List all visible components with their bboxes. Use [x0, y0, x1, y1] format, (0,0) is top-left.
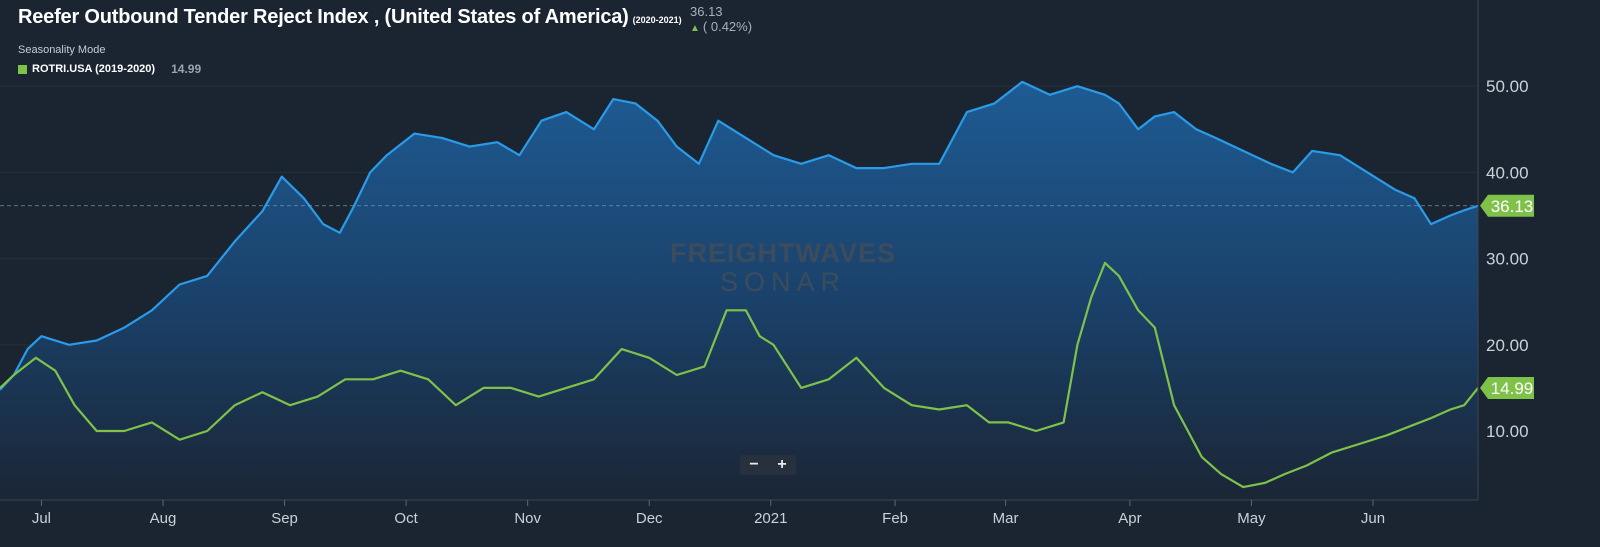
latest-value: 36.13 — [690, 4, 723, 19]
legend-item-seasonal[interactable]: ROTRI.USA (2019-2020) 14.99 — [18, 62, 201, 76]
seasonal-end-label: 14.99 — [1491, 379, 1534, 398]
y-tick-label: 10.00 — [1486, 422, 1529, 441]
legend-value: 14.99 — [171, 62, 202, 76]
x-tick-label: Mar — [993, 510, 1019, 527]
x-tick-label: Sep — [271, 510, 298, 527]
x-tick-label: Nov — [514, 510, 541, 527]
chart-title-range: (2020-2021) — [632, 15, 682, 25]
x-tick-label: Aug — [150, 510, 177, 527]
x-tick-label: May — [1237, 510, 1266, 527]
seasonal-series-line — [0, 261, 1479, 489]
zoom-out-button[interactable]: − — [749, 456, 759, 473]
y-tick-label: 20.00 — [1486, 336, 1529, 355]
primary-end-tag — [1480, 194, 1534, 217]
chart-title-group: Reefer Outbound Tender Reject Index , (U… — [18, 6, 682, 29]
y-tick-label: 40.00 — [1486, 163, 1529, 182]
x-tick-label: Feb — [882, 510, 908, 527]
chart-title: Reefer Outbound Tender Reject Index , (U… — [18, 6, 629, 28]
primary-series-line — [0, 80, 1479, 391]
x-tick-label: 2021 — [754, 510, 787, 527]
zoom-controls: − + — [740, 455, 796, 475]
primary-end-label: 36.13 — [1491, 197, 1534, 216]
x-tick-label: Jul — [32, 510, 51, 527]
legend-label: ROTRI.USA (2019-2020) — [32, 63, 156, 75]
x-tick-label: Oct — [394, 510, 418, 527]
seasonal-end-tag — [1480, 377, 1534, 400]
up-arrow-icon: ▲ — [690, 23, 700, 34]
x-tick-label: Apr — [1118, 510, 1141, 527]
y-tick-label: 30.00 — [1486, 250, 1529, 269]
zoom-in-button[interactable]: + — [777, 456, 787, 473]
latest-change: ( 0.42%) — [702, 19, 753, 34]
y-tick-label: 50.00 — [1486, 77, 1529, 96]
headline-value-box: 36.13 ▲( 0.42%) — [690, 4, 752, 36]
legend-swatch — [18, 64, 27, 74]
seasonality-mode-label: Seasonality Mode — [18, 44, 106, 56]
primary-series-area — [0, 81, 1478, 501]
x-tick-label: Jun — [1361, 510, 1385, 527]
x-tick-label: Dec — [636, 510, 663, 527]
